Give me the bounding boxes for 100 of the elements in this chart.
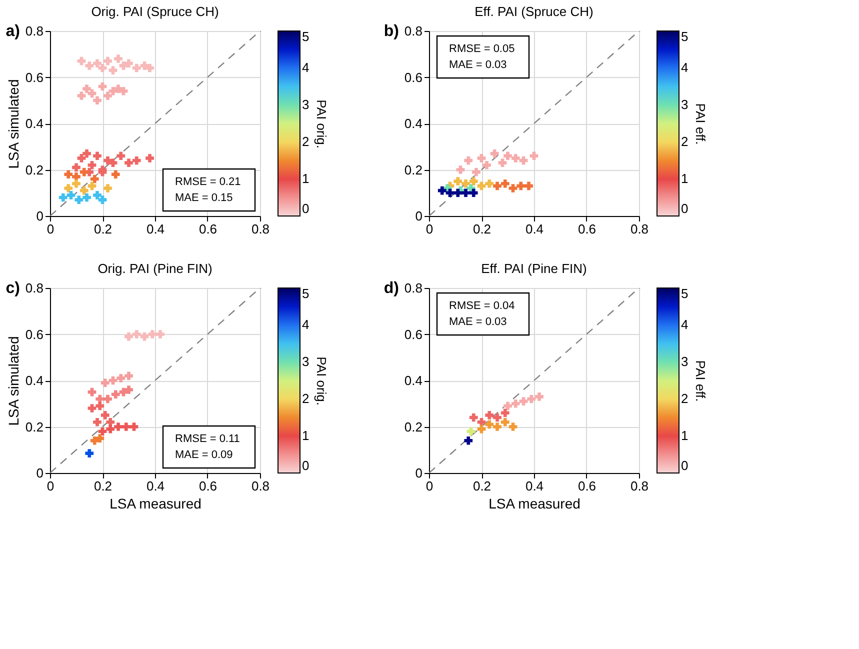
point [96, 402, 104, 410]
point [498, 158, 507, 167]
point [72, 179, 80, 188]
point [74, 196, 84, 204]
point [454, 177, 462, 186]
y-tick-label: 0.8 [25, 280, 44, 296]
text: a) [6, 23, 20, 40]
x-tick-label: 0.8 [630, 478, 649, 494]
point [122, 422, 130, 431]
point [88, 404, 96, 412]
point [132, 330, 141, 338]
color-bar-label: 3 [681, 354, 688, 369]
annotation: RMSE = 0.11 [175, 433, 240, 445]
point [469, 413, 478, 422]
annotation: MAE = 0.09 [175, 449, 233, 461]
point [530, 152, 538, 160]
point [114, 422, 122, 431]
point [58, 193, 68, 202]
point [485, 411, 494, 420]
y-tick-label: 0 [415, 208, 422, 224]
color-bar-label: 1 [681, 428, 688, 443]
point [438, 186, 446, 195]
chart-title: Orig. PAI (Pine FIN) [98, 261, 212, 276]
text: d) [384, 280, 399, 297]
color-bar-label: 4 [302, 60, 310, 75]
point [85, 62, 94, 70]
color-bar-title: PAI eff. [693, 103, 708, 145]
point [93, 418, 102, 426]
point [119, 86, 128, 96]
point [124, 372, 133, 380]
point [64, 184, 73, 192]
point [116, 152, 126, 160]
annotation: MAE = 0.03 [449, 316, 507, 328]
point [535, 392, 544, 401]
x-tick-label: 0.6 [578, 222, 596, 236]
color-bar-label: 4 [681, 317, 688, 332]
point [493, 413, 502, 422]
color-bar-label: 5 [302, 29, 310, 44]
point [80, 168, 88, 176]
color-bar-label: 3 [302, 354, 310, 369]
y-tick-label: 0.8 [404, 24, 422, 38]
y-tick-label: 0.6 [404, 326, 422, 342]
point [524, 182, 533, 190]
color-bar-label: 2 [681, 391, 688, 406]
point [464, 436, 473, 445]
point [93, 152, 102, 160]
point [72, 163, 80, 172]
y-tick-label: 0.2 [25, 419, 44, 434]
point [146, 154, 154, 162]
point [469, 188, 478, 198]
point [511, 399, 520, 408]
point [493, 422, 502, 431]
x-tick-label: 0 [426, 222, 434, 236]
y-tick-label: 0.4 [404, 116, 422, 131]
point [516, 182, 526, 190]
color-bar-title: PAI orig. [314, 100, 329, 148]
x-tick-label: 0 [46, 222, 54, 236]
y-tick-label: 0.6 [25, 70, 44, 85]
color-bar-label: 2 [302, 134, 310, 149]
point [98, 427, 107, 436]
x-tick-label: 0.4 [525, 478, 544, 494]
annotation: RMSE = 0.04 [449, 300, 515, 312]
x-axis-title: LSA measured [110, 496, 202, 512]
point [82, 84, 91, 93]
x-tick-label: 0.6 [578, 478, 596, 494]
point [527, 394, 536, 404]
x-tick-label: 0.8 [251, 478, 270, 494]
point [519, 397, 528, 406]
point [504, 152, 512, 160]
color-bar-label: 1 [681, 171, 688, 186]
point [96, 434, 104, 442]
y-tick-label: 0.2 [404, 162, 422, 178]
point [456, 166, 465, 174]
point [108, 66, 118, 74]
annotation: RMSE = 0.21 [175, 176, 241, 188]
point [146, 64, 154, 72]
point [108, 158, 118, 167]
point [485, 179, 494, 188]
point [124, 386, 133, 394]
point [64, 170, 73, 179]
x-tick-label: 0.4 [146, 222, 165, 236]
point [464, 156, 473, 165]
annotation: RMSE = 0.05 [449, 43, 515, 55]
x-tick-label: 0 [426, 478, 434, 494]
point [466, 427, 476, 436]
color-bar-title: PAI orig. [314, 356, 329, 406]
point [93, 191, 102, 200]
y-tick-label: 0.4 [25, 373, 44, 388]
point [472, 168, 480, 176]
point [156, 330, 164, 338]
x-tick-label: 0 [46, 478, 54, 494]
x-axis-title: LSA measured [488, 496, 580, 512]
color-bar-label: 4 [681, 60, 688, 75]
point [100, 378, 110, 387]
point [106, 424, 115, 434]
color-bar-title: PAI eff. [693, 360, 708, 402]
point [469, 177, 478, 186]
color-bar-label: 2 [681, 134, 688, 149]
x-tick-label: 0.8 [251, 222, 270, 236]
point [132, 156, 141, 165]
